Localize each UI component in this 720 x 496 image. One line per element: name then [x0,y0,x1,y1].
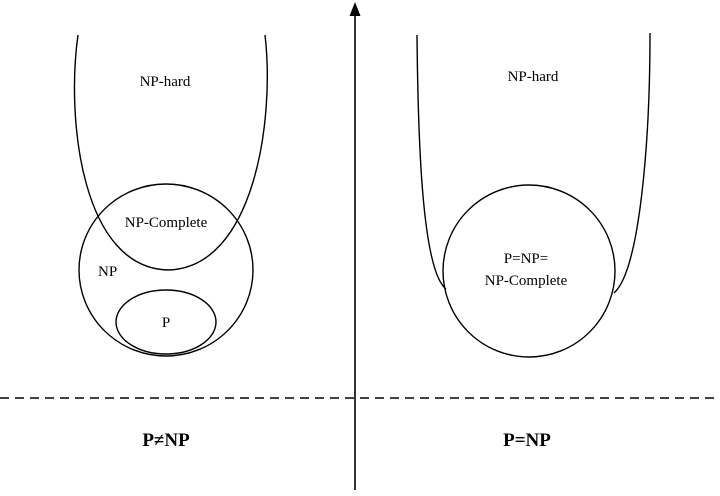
left-title: P≠NP [142,430,190,451]
right-np-hard-label: NP-hard [508,69,559,85]
right-merged-label-line1: P=NP= [504,251,548,267]
right-merged-label-line2: NP-Complete [485,273,568,289]
left-np-label: NP [98,264,117,280]
left-np-hard-region [73,34,268,271]
right-merged-circle [442,184,616,358]
left-np-complete-label: NP-Complete [125,215,208,231]
left-p-ellipse [115,289,217,355]
right-np-hard-region [416,34,447,290]
right-np-hard-region-right-edge [613,32,651,294]
left-p-label: P [162,315,170,331]
arrow-head-icon [349,2,361,16]
left-np-hard-label: NP-hard [140,74,191,90]
right-panel: NP-hard P=NP= NP-Complete [416,32,651,358]
right-title: P=NP [503,430,551,451]
left-panel: NP-hard NP-Complete NP P [73,34,268,357]
left-np-circle [78,183,254,357]
